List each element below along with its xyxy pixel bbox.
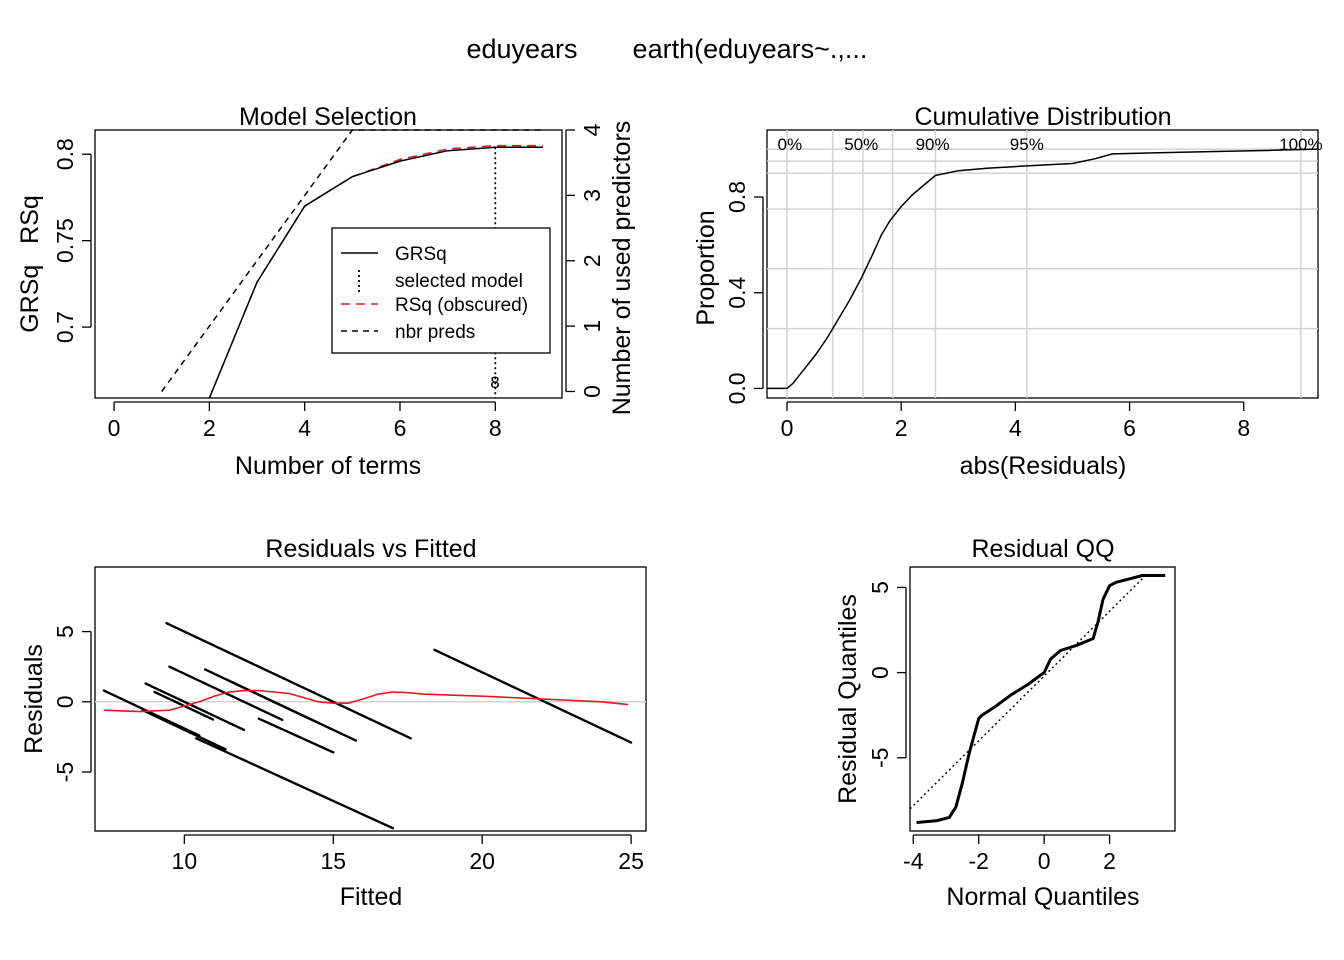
model-selection-panel: Model Selection Number of terms GRSq RSq…	[16, 103, 636, 480]
cd-x-tick-label: 6	[1123, 415, 1136, 441]
ms2-y-tick-label: 3	[579, 189, 605, 202]
ms-x-tick-label: 8	[489, 415, 502, 441]
residual-point-band	[102, 689, 201, 737]
qq-y-tick-label: 5	[867, 581, 893, 594]
ms-y-tick-label: 0.8	[52, 138, 78, 170]
model-selection-frame	[94, 129, 563, 399]
model-selection-y2label: Number of used predictors	[608, 121, 636, 416]
residuals-vs-fitted-frame	[94, 566, 647, 832]
qq-x-tick-label: 2	[1103, 848, 1116, 874]
rvf-y-tick-label: 0	[52, 695, 78, 708]
qq-x-tick-label: -2	[968, 848, 988, 874]
legend-label-grsq: GRSq	[395, 244, 447, 265]
residual-qq-title: Residual QQ	[971, 535, 1114, 563]
grsq-line	[208, 146, 543, 399]
legend-label-selected: selected model	[395, 271, 523, 292]
cumulative-distribution-x-axis: 0 2 4 6 8	[781, 401, 1250, 441]
cumulative-distribution-panel: Cumulative Distribution abs(Residuals) P…	[692, 103, 1323, 480]
smooth-line	[103, 689, 629, 713]
cumulative-distribution-xlabel: abs(Residuals)	[960, 452, 1127, 480]
quantile-label: 95%	[1010, 135, 1044, 154]
rvf-x-tick-label: 20	[469, 848, 495, 874]
legend-label-rsq: RSq (obscured)	[395, 295, 528, 316]
cumulative-distribution-title: Cumulative Distribution	[914, 103, 1171, 131]
ms2-y-tick-label: 4	[579, 123, 605, 136]
rvf-y-tick-label: 5	[52, 625, 78, 638]
ms-x-tick-label: 6	[394, 415, 407, 441]
model-selection-y-axis: 0.7 0.75 0.8	[52, 138, 92, 343]
page-title-right: earth(eduyears~.,...	[633, 34, 868, 64]
model-selection-xlabel: Number of terms	[235, 452, 421, 480]
qq-points	[916, 574, 1166, 824]
residual-point-band	[257, 717, 335, 754]
qq-x-tick-label: -4	[903, 848, 924, 874]
quantile-label: 100%	[1279, 135, 1322, 154]
nbr-preds-line	[161, 129, 543, 392]
cd-x-tick-label: 2	[895, 415, 908, 441]
selected-model-label: 8	[490, 373, 499, 392]
residual-qq-marks	[909, 574, 1166, 824]
model-selection-title: Model Selection	[239, 103, 417, 131]
rvf-x-tick-label: 25	[618, 848, 644, 874]
residuals-vs-fitted-xlabel: Fitted	[340, 883, 403, 911]
cumulative-distribution-ylabel: Proportion	[692, 210, 720, 325]
residual-point-band	[195, 737, 395, 830]
rvf-x-tick-label: 15	[320, 848, 346, 874]
ms-y-tick-label: 0.75	[52, 218, 78, 263]
cd-y-tick-label: 0.0	[724, 372, 750, 404]
model-selection-y2-axis: 0 1 2 3 4	[565, 123, 605, 398]
residuals-vs-fitted-y-axis: -5 0 5	[52, 625, 92, 782]
cd-y-tick-label: 0.8	[724, 181, 750, 213]
cumulative-distribution-grid	[767, 130, 1318, 398]
residuals-vs-fitted-marks	[95, 621, 646, 830]
ms2-y-tick-label: 2	[579, 254, 605, 267]
residual-qq-frame	[909, 566, 1176, 832]
cumulative-curve	[767, 148, 1319, 390]
quantile-label: 90%	[916, 135, 950, 154]
residual-qq-x-axis: -4 -2 0 2	[903, 834, 1116, 874]
ms2-y-tick-label: 0	[579, 385, 605, 398]
residual-qq-panel: Residual QQ Normal Quantiles Residual Qu…	[834, 535, 1176, 911]
residual-qq-ylabel: Residual Quantiles	[834, 594, 862, 804]
cd-x-tick-label: 8	[1237, 415, 1250, 441]
residuals-vs-fitted-panel: Residuals vs Fitted Fitted Residuals 10 1…	[20, 535, 647, 911]
residual-point-band	[227, 679, 320, 725]
qq-y-tick-label: 0	[867, 666, 893, 679]
cd-x-tick-label: 4	[1009, 415, 1022, 441]
qq-x-tick-label: 0	[1038, 848, 1051, 874]
legend-label-nbr: nbr preds	[395, 322, 475, 343]
cumulative-distribution-y-axis: 0.0 0.4 0.8	[724, 181, 764, 404]
ms-x-tick-label: 4	[298, 415, 311, 441]
cd-y-tick-label: 0.4	[724, 277, 750, 309]
ms-x-tick-label: 2	[203, 415, 216, 441]
ms-y-tick-label: 0.7	[52, 311, 78, 343]
residual-qq-y-axis: -5 0 5	[867, 581, 907, 768]
residuals-vs-fitted-ylabel: Residuals	[20, 644, 48, 754]
rvf-y-tick-label: -5	[52, 762, 78, 782]
quantile-label: 0%	[778, 135, 803, 154]
cd-x-tick-label: 0	[781, 415, 794, 441]
residuals-vs-fitted-title: Residuals vs Fitted	[265, 535, 476, 563]
qq-reference-line	[909, 575, 1147, 810]
quantile-label: 50%	[844, 135, 878, 154]
model-selection-ylabel: GRSq RSq	[16, 195, 44, 333]
model-selection-x-axis: 0 2 4 6 8	[108, 401, 502, 441]
residuals-vs-fitted-x-axis: 10 15 20 25	[172, 834, 644, 874]
qq-y-tick-label: -5	[867, 748, 893, 768]
page-title-left: eduyears	[466, 34, 577, 64]
rvf-x-tick-label: 10	[172, 848, 198, 874]
cumulative-distribution-marks	[767, 148, 1319, 390]
residual-qq-xlabel: Normal Quantiles	[946, 883, 1139, 911]
legend-box	[331, 227, 551, 354]
residual-point-band	[144, 682, 246, 732]
cumulative-distribution-frame	[766, 129, 1319, 399]
model-selection-legend: GRSq selected model RSq (obscured) nbr p…	[331, 227, 551, 354]
ms-x-tick-label: 0	[108, 415, 121, 441]
residual-point-band	[165, 621, 412, 740]
residual-point-band	[141, 709, 228, 751]
ms2-y-tick-label: 1	[579, 320, 605, 333]
residual-point-band	[433, 648, 633, 744]
